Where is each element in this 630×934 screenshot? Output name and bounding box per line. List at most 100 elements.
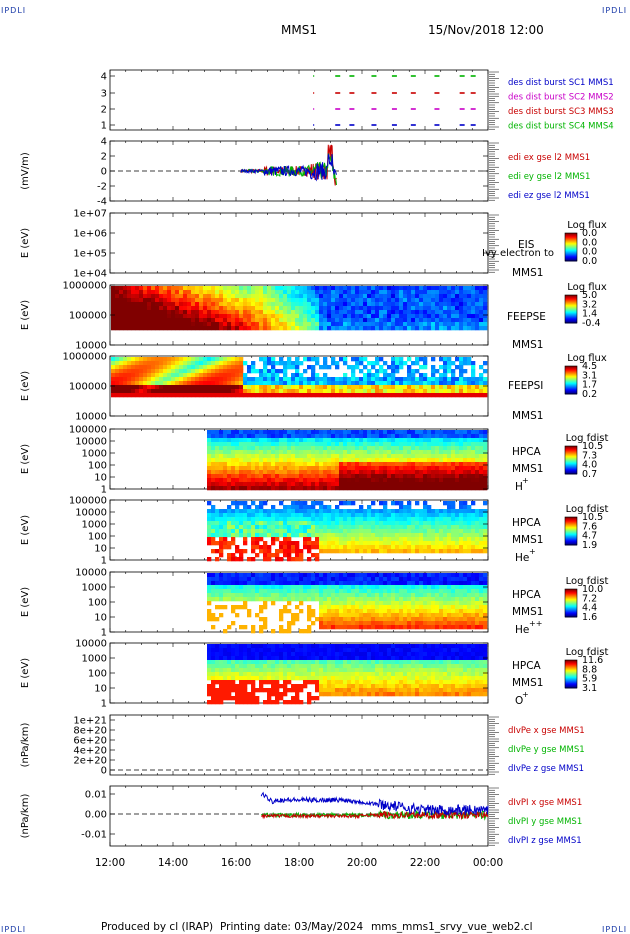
spectrogram-cell: [459, 393, 464, 398]
spectrogram-cell: [291, 314, 296, 319]
spectrogram-cell: [351, 389, 356, 394]
spectrogram-cell: [231, 450, 236, 455]
spectrogram-cell: [211, 430, 216, 435]
spectrogram-cell: [459, 482, 464, 487]
spectrogram-cell: [235, 549, 240, 554]
spectrogram-cell: [231, 365, 236, 370]
spectrogram-cell: [223, 373, 228, 378]
spectrogram-cell: [339, 442, 344, 447]
spectrogram-cell: [291, 549, 296, 554]
spectrogram-cell: [323, 314, 328, 319]
spectrogram-cell: [427, 458, 432, 463]
spectrogram-cell: [351, 474, 356, 479]
spectrogram-cell: [247, 438, 252, 443]
spectrogram-cell: [215, 458, 220, 463]
spectrogram-cell: [275, 537, 280, 542]
spectrogram-cell: [319, 318, 324, 323]
spectrogram-cell: [379, 545, 384, 550]
spectrogram-cell: [355, 470, 360, 475]
spectrogram-cell: [383, 545, 388, 550]
spectrogram-cell: [287, 377, 292, 382]
spectrogram-cell: [139, 389, 144, 394]
spectrogram-cell: [423, 302, 428, 307]
spectrogram-cell: [263, 605, 268, 610]
spectrogram-cell: [215, 385, 220, 390]
spectrogram-cell: [327, 505, 332, 510]
spectrogram-cell: [303, 533, 308, 538]
spectrogram-cell: [339, 357, 344, 362]
spectrogram-cell: [431, 302, 436, 307]
spectrogram-cell: [151, 326, 156, 331]
spectrogram-cell: [319, 326, 324, 331]
spectrogram-cell: [267, 294, 272, 299]
spectrogram-cell: [195, 357, 200, 362]
spectrogram-cell: [167, 326, 172, 331]
spectrogram-cell: [323, 509, 328, 514]
spectrogram-cell: [423, 478, 428, 483]
spectrogram-cell: [375, 454, 380, 459]
spectrogram-cell: [311, 381, 316, 386]
y-tick-label: 1: [101, 121, 107, 132]
spectrogram-cell: [315, 302, 320, 307]
spectrogram-cell: [215, 357, 220, 362]
spectrogram-cell: [227, 294, 232, 299]
spectrogram-cell: [267, 521, 272, 526]
spectrogram-cell: [199, 385, 204, 390]
spectrogram-cell: [163, 381, 168, 386]
colorbar-cell: [565, 381, 577, 384]
spectrogram-cell: [395, 541, 400, 546]
spectrogram-cell: [367, 373, 372, 378]
spectrogram-cell: [179, 393, 184, 398]
spectrogram-cell: [267, 557, 272, 562]
spectrogram-cell: [207, 533, 212, 538]
spectrogram-cell: [387, 478, 392, 483]
spectrogram-cell: [447, 513, 452, 518]
spectrogram-cell: [447, 486, 452, 491]
spectrogram-cell: [199, 306, 204, 311]
spectrogram-cell: [291, 290, 296, 295]
spectrogram-cell: [411, 474, 416, 479]
spectrogram-cell: [263, 553, 268, 558]
spectrogram-cell: [395, 357, 400, 362]
burst-interval-mark: [371, 124, 377, 126]
spectrogram-cell: [375, 549, 380, 554]
spectrogram-cell: [483, 314, 488, 319]
spectrogram-cell: [131, 314, 136, 319]
spectrogram-cell: [239, 326, 244, 331]
spectrogram-cell: [319, 581, 324, 586]
colorbar-cell: [565, 531, 577, 534]
spectrogram-cell: [419, 509, 424, 514]
spectrogram-cell: [411, 466, 416, 471]
spectrogram-cell: [327, 613, 332, 618]
spectrogram-cell: [355, 393, 360, 398]
spectrogram-cell: [343, 601, 348, 606]
spectrogram-cell: [315, 617, 320, 622]
spectrogram-cell: [259, 474, 264, 479]
spectrogram-cell: [303, 593, 308, 598]
spectrogram-cell: [383, 482, 388, 487]
spectrogram-cell: [439, 357, 444, 362]
spectrogram-cell: [483, 306, 488, 311]
spectrogram-cell: [235, 302, 240, 307]
spectrogram-cell: [459, 361, 464, 366]
spectrogram-cell: [275, 529, 280, 534]
spectrogram-cell: [391, 298, 396, 303]
spectrogram-cell: [215, 365, 220, 370]
spectrogram-cell: [371, 486, 376, 491]
spectrogram-cell: [243, 385, 248, 390]
spectrogram-cell: [239, 357, 244, 362]
colorbar-cell: [565, 242, 577, 244]
spectrogram-cell: [263, 513, 268, 518]
spectrogram-cell: [379, 322, 384, 327]
spectrogram-cell: [347, 377, 352, 382]
spectrogram-cell: [259, 290, 264, 295]
spectrogram-cell: [411, 385, 416, 390]
spectrogram-cell: [251, 525, 256, 530]
spectrogram-cell: [335, 529, 340, 534]
spectrogram-cell: [315, 430, 320, 435]
colorbar-cell: [565, 239, 577, 241]
spectrogram-cell: [447, 525, 452, 530]
spectrogram-cell: [323, 442, 328, 447]
spectrogram-cell: [131, 294, 136, 299]
